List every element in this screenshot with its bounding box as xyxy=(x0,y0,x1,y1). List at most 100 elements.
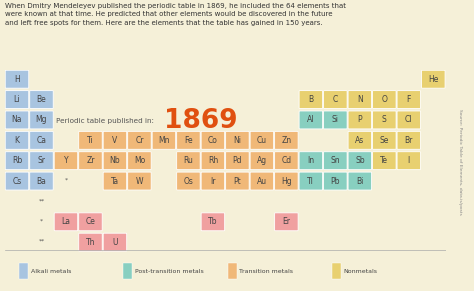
FancyBboxPatch shape xyxy=(324,152,347,170)
Text: Ba: Ba xyxy=(36,177,46,186)
Text: Cd: Cd xyxy=(281,156,292,165)
Text: U: U xyxy=(112,238,118,247)
Text: N: N xyxy=(357,95,363,104)
Text: Tl: Tl xyxy=(308,177,314,186)
FancyBboxPatch shape xyxy=(201,152,225,170)
Text: Ce: Ce xyxy=(85,217,95,226)
Text: Bi: Bi xyxy=(356,177,364,186)
Text: Si: Si xyxy=(332,116,339,125)
Text: Zr: Zr xyxy=(86,156,95,165)
FancyBboxPatch shape xyxy=(274,131,298,149)
FancyBboxPatch shape xyxy=(397,131,420,149)
Text: Cu: Cu xyxy=(257,136,267,145)
Text: O: O xyxy=(382,95,387,104)
Text: Ta: Ta xyxy=(111,177,119,186)
Text: Cs: Cs xyxy=(12,177,22,186)
FancyBboxPatch shape xyxy=(103,152,127,170)
Text: Na: Na xyxy=(12,116,22,125)
Text: Alkali metals: Alkali metals xyxy=(31,269,71,274)
Bar xyxy=(228,263,237,279)
Text: P: P xyxy=(357,116,362,125)
Text: He: He xyxy=(428,75,438,84)
FancyBboxPatch shape xyxy=(373,111,396,129)
FancyBboxPatch shape xyxy=(152,131,176,149)
FancyBboxPatch shape xyxy=(30,172,53,190)
Text: Pt: Pt xyxy=(234,177,241,186)
Text: Sb: Sb xyxy=(355,156,365,165)
Text: Te: Te xyxy=(380,156,388,165)
FancyBboxPatch shape xyxy=(348,131,372,149)
Text: Ir: Ir xyxy=(210,177,216,186)
FancyBboxPatch shape xyxy=(177,152,200,170)
Text: 1869: 1869 xyxy=(164,108,237,134)
Bar xyxy=(332,263,341,279)
FancyBboxPatch shape xyxy=(128,131,151,149)
FancyBboxPatch shape xyxy=(201,213,225,231)
FancyBboxPatch shape xyxy=(30,111,53,129)
FancyBboxPatch shape xyxy=(299,91,323,109)
Text: Ru: Ru xyxy=(183,156,193,165)
Text: Post-transition metals: Post-transition metals xyxy=(135,269,204,274)
Text: **: ** xyxy=(38,239,45,244)
FancyBboxPatch shape xyxy=(128,172,151,190)
Text: S: S xyxy=(382,116,387,125)
FancyBboxPatch shape xyxy=(79,213,102,231)
FancyBboxPatch shape xyxy=(373,152,396,170)
FancyBboxPatch shape xyxy=(299,172,323,190)
FancyBboxPatch shape xyxy=(348,91,372,109)
Text: Cl: Cl xyxy=(405,116,412,125)
FancyBboxPatch shape xyxy=(103,172,127,190)
FancyBboxPatch shape xyxy=(5,111,29,129)
FancyBboxPatch shape xyxy=(250,172,273,190)
Text: Hg: Hg xyxy=(281,177,292,186)
Text: Pb: Pb xyxy=(330,177,340,186)
Text: Sn: Sn xyxy=(330,156,340,165)
Text: Au: Au xyxy=(257,177,267,186)
Text: Ca: Ca xyxy=(36,136,46,145)
Text: Sr: Sr xyxy=(37,156,46,165)
FancyBboxPatch shape xyxy=(128,152,151,170)
FancyBboxPatch shape xyxy=(54,213,78,231)
Text: Tb: Tb xyxy=(208,217,218,226)
FancyBboxPatch shape xyxy=(5,172,29,190)
Text: Fe: Fe xyxy=(184,136,193,145)
FancyBboxPatch shape xyxy=(324,172,347,190)
FancyBboxPatch shape xyxy=(226,152,249,170)
FancyBboxPatch shape xyxy=(373,91,396,109)
Text: Nb: Nb xyxy=(109,156,120,165)
FancyBboxPatch shape xyxy=(274,172,298,190)
FancyBboxPatch shape xyxy=(5,70,29,88)
FancyBboxPatch shape xyxy=(54,152,78,170)
FancyBboxPatch shape xyxy=(250,152,273,170)
Text: Al: Al xyxy=(307,116,315,125)
FancyBboxPatch shape xyxy=(226,131,249,149)
Text: In: In xyxy=(307,156,314,165)
Text: Ti: Ti xyxy=(87,136,94,145)
FancyBboxPatch shape xyxy=(103,131,127,149)
FancyBboxPatch shape xyxy=(5,91,29,109)
Text: Co: Co xyxy=(208,136,218,145)
FancyBboxPatch shape xyxy=(30,152,53,170)
FancyBboxPatch shape xyxy=(5,152,29,170)
FancyBboxPatch shape xyxy=(421,70,445,88)
FancyBboxPatch shape xyxy=(373,131,396,149)
FancyBboxPatch shape xyxy=(30,131,53,149)
Text: Ag: Ag xyxy=(257,156,267,165)
FancyBboxPatch shape xyxy=(397,111,420,129)
FancyBboxPatch shape xyxy=(397,91,420,109)
Text: Transition metals: Transition metals xyxy=(239,269,293,274)
Text: When Dmitry Mendeleyev published the periodic table in 1869, he included the 64 : When Dmitry Mendeleyev published the per… xyxy=(5,3,346,26)
Text: Y: Y xyxy=(64,156,68,165)
Bar xyxy=(19,263,28,279)
FancyBboxPatch shape xyxy=(348,172,372,190)
Text: F: F xyxy=(407,95,411,104)
FancyBboxPatch shape xyxy=(348,111,372,129)
Text: V: V xyxy=(112,136,118,145)
Text: W: W xyxy=(136,177,143,186)
Text: As: As xyxy=(355,136,365,145)
FancyBboxPatch shape xyxy=(5,131,29,149)
Text: Se: Se xyxy=(380,136,389,145)
FancyBboxPatch shape xyxy=(397,152,420,170)
FancyBboxPatch shape xyxy=(250,131,273,149)
FancyBboxPatch shape xyxy=(299,152,323,170)
